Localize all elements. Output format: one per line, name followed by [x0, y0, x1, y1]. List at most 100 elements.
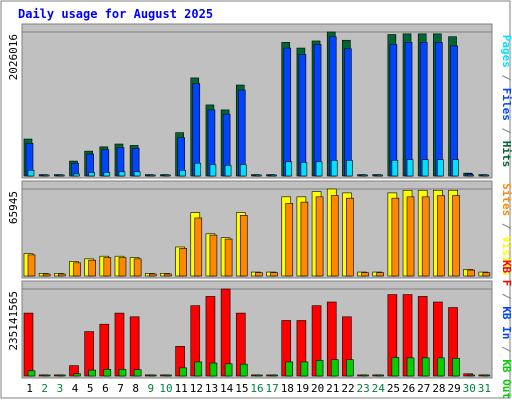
day-label-26: 26 [402, 382, 415, 395]
bar-kb-out-day-30 [467, 374, 475, 377]
day-label-23: 23 [357, 382, 370, 395]
legend-entry: KB Out [500, 359, 512, 399]
bar-pages-day-27 [421, 159, 429, 177]
bar-sites-day-14 [224, 238, 233, 277]
bar-kb-out-day-20 [315, 360, 324, 377]
bar-files-day-29 [450, 45, 458, 177]
bar-pages-day-25 [391, 160, 399, 177]
bar-sites-day-20 [315, 196, 324, 277]
bar-files-day-21 [328, 36, 337, 177]
day-label-6: 6 [102, 382, 109, 395]
bar-pages-day-29 [452, 159, 459, 177]
bar-pages-day-2 [42, 174, 50, 177]
bar-sites-day-28 [437, 195, 445, 277]
bar-files-day-12 [192, 83, 201, 177]
day-label-24: 24 [372, 382, 386, 395]
day-label-31: 31 [478, 382, 491, 395]
bar-pages-day-4 [73, 173, 80, 177]
day-label-11: 11 [175, 382, 188, 395]
bar-sites-day-10 [164, 273, 172, 277]
bar-kb-f-day-5 [84, 331, 94, 377]
day-label-15: 15 [235, 382, 248, 395]
panel-hits-files-pages: 2026016 Pages / Files / Hits [7, 23, 512, 179]
panel-kb: 235141565 KB F / KB In / KB Out [7, 260, 512, 399]
bar-pages-day-9 [148, 174, 156, 177]
panel-legend: Sites / Visits [500, 183, 512, 276]
legend-entry: Sites [500, 183, 512, 216]
day-label-1: 1 [26, 382, 33, 395]
bar-kb-out-day-23 [361, 374, 369, 377]
bar-kb-out-day-5 [88, 369, 96, 377]
bar-sites-day-2 [42, 273, 51, 277]
bar-kb-out-day-1 [27, 370, 36, 377]
bar-kb-f-day-8 [129, 316, 140, 377]
bar-kb-out-day-22 [346, 359, 354, 377]
day-label-17: 17 [266, 382, 279, 395]
day-label-2: 2 [41, 382, 48, 395]
legend-entry: Files [500, 88, 512, 121]
bar-pages-day-19 [300, 162, 308, 177]
bar-kb-out-day-24 [376, 374, 385, 377]
bar-pages-day-30 [467, 174, 474, 177]
day-label-9: 9 [148, 382, 155, 395]
bar-sites-day-18 [285, 203, 294, 277]
bar-sites-day-21 [330, 195, 339, 277]
bar-sites-day-27 [421, 196, 430, 277]
bar-kb-out-day-29 [452, 357, 460, 377]
bar-pages-day-15 [239, 164, 247, 177]
legend-entry: / [500, 121, 512, 141]
day-label-21: 21 [326, 382, 339, 395]
day-label-22: 22 [341, 382, 354, 395]
day-label-27: 27 [417, 382, 430, 395]
bar-sites-day-23 [361, 272, 369, 277]
bar-sites-day-29 [452, 195, 460, 277]
bar-pages-day-5 [88, 172, 95, 177]
bar-kb-out-day-17 [270, 374, 278, 377]
bar-kb-f-day-14 [220, 288, 231, 377]
bar-files-day-26 [404, 42, 413, 177]
bar-kb-out-day-8 [133, 369, 142, 377]
panels: 2026016 Pages / Files / Hits 65945 Sites / … [7, 23, 512, 399]
day-labels: 1 2 3 4 5 6 7 8 9 10 11 12 13 14 15 16 17 18 19 20 21 22 23 24 2… [26, 382, 491, 395]
bar-kb-out-day-18 [285, 361, 294, 377]
bar-sites-day-3 [58, 273, 66, 277]
bar-files-day-28 [435, 42, 443, 177]
bar-files-day-19 [298, 54, 307, 177]
bar-pages-day-20 [315, 161, 323, 177]
y-max-label: 235141565 [7, 291, 20, 351]
bar-kb-out-day-19 [300, 361, 309, 377]
bar-pages-day-26 [406, 159, 414, 177]
panel-legend: Pages / Files / Hits [500, 35, 512, 168]
bar-pages-day-7 [118, 171, 126, 177]
bar-sites-day-24 [376, 272, 385, 277]
series-kb-out [27, 357, 491, 377]
legend-entry: Pages [500, 35, 512, 68]
day-label-7: 7 [117, 382, 124, 395]
bar-sites-day-31 [482, 272, 491, 277]
bar-kb-out-day-12 [194, 361, 203, 377]
bar-pages-day-8 [133, 171, 141, 177]
bar-kb-out-day-16 [255, 374, 263, 377]
bar-sites-day-22 [346, 197, 354, 277]
bar-sites-day-19 [300, 201, 309, 277]
bar-pages-day-18 [285, 161, 293, 177]
panel-legend: KB F / KB In / KB Out [500, 260, 512, 399]
day-label-19: 19 [296, 382, 309, 395]
bar-kb-out-day-31 [482, 374, 491, 377]
bar-pages-day-23 [361, 174, 368, 177]
bar-files-day-15 [237, 89, 246, 177]
legend-entry: / [500, 68, 512, 88]
bar-pages-day-22 [346, 160, 353, 177]
bar-sites-day-4 [73, 262, 81, 277]
bar-pages-day-12 [194, 162, 202, 177]
bar-sites-day-12 [194, 217, 203, 277]
bar-kb-out-day-15 [239, 363, 248, 377]
bar-kb-out-day-21 [330, 359, 339, 377]
bar-kb-out-day-7 [118, 369, 127, 377]
bar-files-day-27 [419, 42, 428, 177]
bar-kb-out-day-28 [437, 357, 445, 377]
bar-pages-day-10 [164, 174, 171, 177]
day-label-3: 3 [57, 382, 64, 395]
